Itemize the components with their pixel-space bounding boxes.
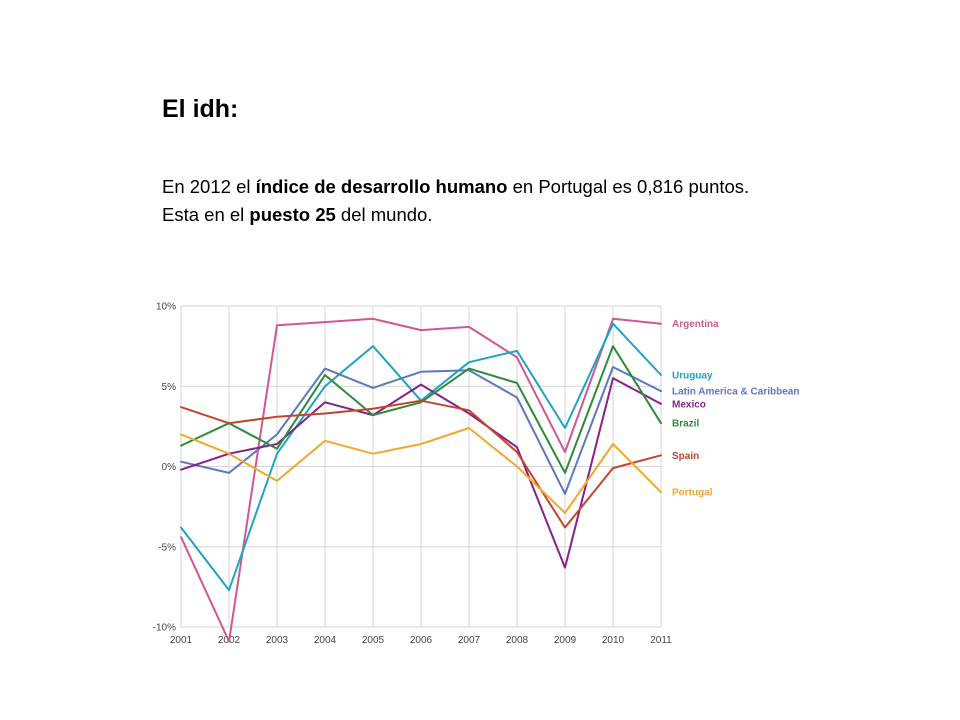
x-tick-label: 2005 [362, 635, 385, 646]
slide-title: El idh: [162, 95, 239, 123]
legend-label-mexico: Mexico [672, 399, 706, 410]
hdi-growth-line-chart: 10% 5% 0% -5% -10% 2001 2002 2003 2004 2005 2006 2… [130, 290, 830, 670]
x-tick-label: 2008 [506, 635, 529, 646]
chart-canvas: 10%5%0%-5%-10% 2001 2002 2003 2004 2005 2006 2… [153, 302, 800, 647]
y-tick-label: -10% [153, 623, 176, 634]
chart-legend: Argentina Uruguay Latin America & Caribbea… [672, 319, 799, 499]
x-tick-label: 2001 [170, 635, 193, 646]
series-line-brazil [180, 345, 662, 474]
legend-label-uruguay: Uruguay [672, 371, 713, 382]
x-tick-label: 2004 [314, 635, 337, 646]
series-line-spain [180, 399, 662, 529]
x-axis-ticks: 2001 2002 2003 2004 2005 2006 2007 2008 2009 2010… [170, 635, 672, 646]
slide-body: En 2012 el índice de desarrollo humano e… [162, 173, 882, 229]
body-line-1-text-b: en Portugal es 0,816 puntos. [507, 176, 750, 197]
legend-label-argentina: Argentina [672, 319, 719, 330]
legend-label-portugal: Portugal [672, 488, 713, 499]
legend-label-brazil: Brazil [672, 419, 699, 430]
body-line-2-bold-rank: puesto 25 [249, 204, 336, 225]
x-tick-label: 2007 [458, 635, 481, 646]
series-line-argentina [180, 317, 662, 643]
x-tick-label: 2009 [554, 635, 577, 646]
x-tick-label: 2011 [650, 635, 672, 646]
x-tick-label: 2006 [410, 635, 433, 646]
y-tick-label: 0% [162, 462, 177, 473]
body-line-2: Esta en el puesto 25 del mundo. [162, 201, 882, 229]
legend-label-latin-america-caribbean: Latin America & Caribbean [672, 387, 799, 398]
body-line-2-text-b: del mundo. [335, 204, 433, 225]
body-line-1-text-a: En 2012 el [162, 176, 256, 197]
body-line-1-bold-term: índice de desarrollo humano [255, 176, 508, 197]
series-line-portugal [180, 427, 662, 514]
y-tick-label: 10% [156, 302, 176, 313]
chart-series [180, 317, 662, 643]
series-line-mexico [180, 377, 662, 569]
body-line-2-text-a: Esta en el [162, 204, 250, 225]
legend-label-spain: Spain [672, 451, 699, 462]
body-line-1: En 2012 el índice de desarrollo humano e… [162, 173, 882, 201]
x-tick-label: 2003 [266, 635, 289, 646]
y-tick-label: 5% [162, 382, 177, 393]
x-tick-label: 2010 [602, 635, 625, 646]
y-tick-label: -5% [158, 542, 176, 553]
y-axis-ticks: 10% 5% 0% -5% -10% [153, 302, 176, 634]
